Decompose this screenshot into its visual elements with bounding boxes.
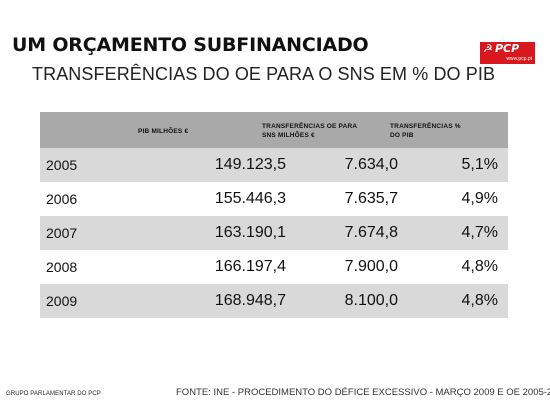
cell-transfers: 7.674,8 (344, 224, 398, 241)
cell-year: 2007 (46, 225, 78, 241)
hammer-sickle-icon: ☭ (483, 43, 493, 55)
table-header: PIB MILHÕES € TRANSFERÊNCIAS OE PARA SNS… (40, 112, 508, 148)
pcp-logo: ☭ PCP www.pcp.pt (480, 42, 535, 64)
column-header-transfers: TRANSFERÊNCIAS OE PARA SNS MILHÕES € (262, 122, 357, 140)
cell-pib: 155.446,3 (214, 190, 286, 207)
cell-pib: 166.197,4 (214, 258, 286, 275)
cell-pib: 149.123,5 (214, 156, 286, 173)
column-header-pib: PIB MILHÕES € (138, 128, 189, 135)
table-row: 2007 163.190,1 7.674,8 4,7% (40, 216, 508, 250)
cell-year: 2006 (46, 191, 78, 207)
cell-transfers: 7.900,0 (344, 258, 398, 275)
logo-url: www.pcp.pt (506, 56, 532, 62)
cell-pib: 163.190,1 (214, 224, 286, 241)
column-header-transfers-line2: SNS MILHÕES € (262, 132, 315, 139)
cell-transfers: 7.634,0 (344, 156, 398, 173)
cell-percent: 4,7% (461, 224, 498, 241)
column-header-percent-line2: DO PIB (390, 132, 414, 139)
cell-year: 2009 (46, 293, 78, 309)
cell-transfers: 8.100,0 (344, 292, 398, 309)
column-header-percent: TRANSFERÊNCIAS % DO PIB (390, 122, 461, 140)
column-header-transfers-line1: TRANSFERÊNCIAS OE PARA (262, 123, 358, 130)
logo-wordmark: PCP (495, 42, 520, 55)
table-row: 2009 168.948,7 8.100,0 4,8% (40, 284, 508, 318)
page-title: UM ORÇAMENTO SUBFINANCIADO (12, 34, 369, 56)
cell-percent: 4,9% (461, 190, 498, 207)
footer-source: FONTE: INE - PROCEDIMENTO DO DÉFICE EXCE… (176, 387, 550, 398)
table-row: 2008 166.197,4 7.900,0 4,8% (40, 250, 508, 284)
cell-percent: 4,8% (461, 292, 498, 309)
cell-year: 2008 (46, 259, 78, 275)
page-subtitle: TRANSFERÊNCIAS DO OE PARA O SNS EM % DO … (32, 64, 496, 84)
cell-percent: 5,1% (461, 156, 498, 173)
cell-year: 2005 (46, 157, 78, 173)
cell-transfers: 7.635,7 (344, 190, 398, 207)
table-row: 2006 155.446,3 7.635,7 4,9% (40, 182, 508, 216)
data-table: PIB MILHÕES € TRANSFERÊNCIAS OE PARA SNS… (40, 112, 508, 318)
cell-pib: 168.948,7 (214, 292, 286, 309)
cell-percent: 4,8% (461, 258, 498, 275)
column-header-percent-line1: TRANSFERÊNCIAS % (390, 123, 461, 130)
footer-organization: GRUPO PARLAMENTAR DO PCP (6, 391, 101, 397)
table-row: 2005 149.123,5 7.634,0 5,1% (40, 148, 508, 182)
